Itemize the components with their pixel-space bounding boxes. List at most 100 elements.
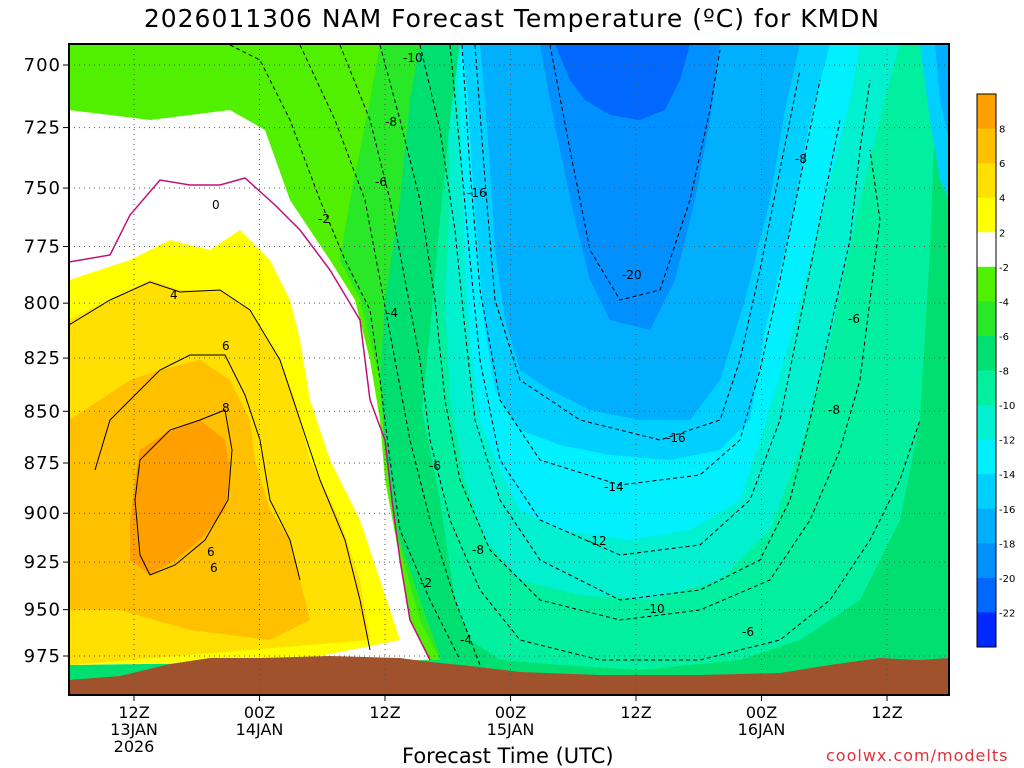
x-tick-label: 14JAN — [236, 720, 284, 739]
colorbar-frame — [976, 93, 997, 648]
y-tick-label: 825 — [24, 348, 61, 369]
x-tick-label: 13JAN — [110, 720, 158, 739]
contour-lines — [69, 44, 921, 666]
y-tick-label: 875 — [24, 453, 61, 474]
colorbar-swatch — [977, 474, 996, 510]
colorbar-swatch — [977, 612, 996, 648]
fill-plus8 — [130, 420, 230, 575]
contour-label: 4 — [170, 288, 178, 302]
contour-label: 6 — [222, 339, 230, 353]
colorbar-label: -14 — [999, 470, 1015, 481]
contour-label: 6 — [207, 545, 215, 559]
colorbar-swatch — [977, 128, 996, 164]
y-axis: 700 725 750 775 800 825 850 875 900 925 950 975 — [24, 55, 69, 667]
contour-label: -16 — [666, 431, 686, 445]
colorbar-label: -2 — [999, 263, 1009, 274]
contour-label: -8 — [795, 152, 807, 166]
y-tick-label: 975 — [24, 646, 61, 667]
contour-label: -6 — [848, 312, 860, 326]
colorbar-label: -18 — [999, 539, 1015, 550]
x-tick-label: 16JAN — [738, 720, 786, 739]
colorbar: 8 6 4 2 -2 -4 -6 -8 -10 -12 -14 -16 -18 -20 -22 — [976, 93, 1015, 648]
contour-label: 8 — [222, 401, 230, 415]
colorbar-label: 4 — [999, 194, 1005, 205]
contour-minus6 — [339, 44, 921, 661]
colorbar-swatch — [977, 232, 996, 268]
fill-minus22 — [555, 44, 690, 120]
contour-label: 0 — [212, 198, 220, 212]
contour-label: -8 — [828, 403, 840, 417]
contour-label: -12 — [587, 534, 607, 548]
contour-minus20 — [549, 44, 721, 301]
credit-link[interactable]: coolwx.com/modelts — [826, 746, 1009, 765]
y-tick-label: 700 — [24, 55, 61, 76]
colorbar-swatch — [977, 335, 996, 371]
colorbar-label: -16 — [999, 505, 1015, 516]
colorbar-label: 6 — [999, 159, 1005, 170]
contour-label: -8 — [472, 543, 484, 557]
grid-lines — [69, 44, 949, 695]
contour-minus12 — [449, 44, 841, 556]
colorbar-swatch — [977, 370, 996, 406]
colorbar-swatch — [977, 577, 996, 613]
contour-label: 6 — [210, 561, 218, 575]
contour-label: -20 — [622, 268, 642, 282]
y-tick-label: 800 — [24, 293, 61, 314]
contour-minus10 — [419, 44, 871, 601]
fill-right-cold2 — [935, 44, 949, 140]
colorbar-swatch — [977, 405, 996, 441]
contour-zero — [69, 177, 431, 661]
contour-minus2 — [229, 44, 461, 661]
x-tick-label: 12Z — [369, 703, 400, 722]
y-tick-label: 950 — [24, 600, 61, 621]
y-tick-label: 900 — [24, 503, 61, 524]
colorbar-label: -4 — [999, 297, 1009, 308]
contour-label: -6 — [375, 175, 387, 189]
contour-label: -6 — [742, 625, 754, 639]
x-tick-label: 12Z — [118, 703, 149, 722]
y-tick-label: 725 — [24, 118, 61, 139]
y-tick-label: 750 — [24, 178, 61, 199]
x-tick-label: 12Z — [871, 703, 902, 722]
x-tick-label: 12Z — [620, 703, 651, 722]
contour-label: -10 — [403, 51, 423, 65]
x-axis-title: Forecast Time (UTC) — [402, 744, 614, 768]
colorbar-swatch — [977, 439, 996, 475]
temperature-fills — [69, 44, 949, 695]
colorbar-swatch — [977, 266, 996, 302]
contour-label: -16 — [467, 186, 487, 200]
colorbar-swatch — [977, 301, 996, 337]
colorbar-swatch — [977, 94, 996, 130]
colorbar-label: 8 — [999, 125, 1005, 136]
contour-plus8 — [134, 409, 233, 576]
contour-label: -4 — [460, 633, 472, 647]
plot-frame — [68, 43, 950, 696]
colorbar-swatch — [977, 508, 996, 544]
contour-label: -8 — [385, 115, 397, 129]
x-tick-label: 00Z — [746, 703, 777, 722]
contour-label: -6 — [429, 459, 441, 473]
contour-label: -10 — [645, 602, 665, 616]
y-tick-label: 775 — [24, 237, 61, 258]
contour-label: -4 — [386, 306, 398, 320]
colorbar-label: 2 — [999, 228, 1005, 239]
contour-plus6 — [94, 354, 301, 581]
y-tick-label: 850 — [24, 401, 61, 422]
contour-minus8 — [379, 44, 881, 621]
x-tick-label: 00Z — [495, 703, 526, 722]
colorbar-label: -6 — [999, 332, 1009, 343]
chart-title: 2026011306 NAM Forecast Temperature (ºC)… — [143, 4, 881, 33]
colorbar-swatch — [977, 163, 996, 199]
contour-label: -2 — [420, 576, 432, 590]
terrain — [69, 656, 949, 695]
x-tick-label: 15JAN — [487, 720, 535, 739]
colorbar-label: -12 — [999, 436, 1015, 447]
contour-label: -2 — [318, 212, 330, 226]
colorbar-label: -20 — [999, 574, 1015, 585]
colorbar-label: -8 — [999, 367, 1009, 378]
fill-minus20 — [540, 44, 720, 330]
contour-labels: -10 -8 -6 -2 0 -16 -20 -4 4 6 8 -6 -8 -2… — [170, 51, 860, 647]
contour-minus4 — [299, 44, 481, 666]
colorbar-label: -22 — [999, 608, 1015, 619]
